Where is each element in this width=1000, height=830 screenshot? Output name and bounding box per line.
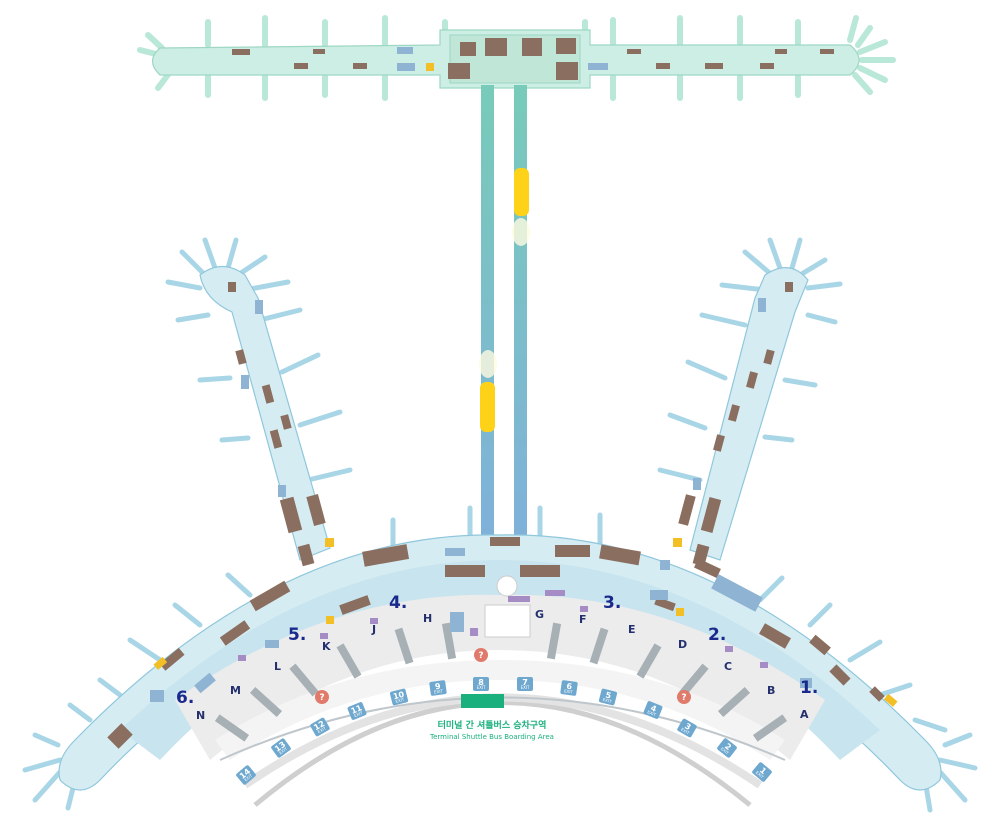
shuttle-train-tracks: [479, 85, 530, 535]
concourse-building: [137, 15, 896, 101]
svg-text:EXIT: EXIT: [477, 685, 486, 690]
svg-text:EXIT: EXIT: [647, 709, 658, 717]
svg-text:8: 8: [478, 678, 484, 687]
svg-text:EXIT: EXIT: [680, 727, 691, 736]
svg-text:?: ?: [478, 651, 483, 661]
svg-text:EXIT: EXIT: [755, 770, 765, 780]
svg-text:EXIT: EXIT: [395, 697, 405, 704]
svg-text:EXIT: EXIT: [564, 688, 574, 694]
main-terminal-building: [22, 237, 978, 813]
shuttle-train: [480, 382, 495, 432]
counter-label: F: [579, 613, 587, 626]
svg-text:EXIT: EXIT: [720, 746, 731, 756]
zone-3-label: 3.: [603, 593, 621, 613]
svg-text:4: 4: [649, 703, 658, 714]
svg-text:10: 10: [392, 690, 405, 702]
svg-text:EXIT: EXIT: [521, 685, 530, 690]
zone-labels: 1. 2. 3. 4. 5. 6.: [176, 593, 818, 708]
counter-label: L: [274, 660, 281, 673]
svg-text:2: 2: [723, 742, 733, 753]
svg-text:EXIT: EXIT: [317, 725, 328, 734]
shuttle-boarding-zone: [461, 694, 504, 708]
counter-label: H: [423, 612, 432, 625]
svg-text:?: ?: [681, 693, 686, 703]
counter-label: M: [230, 684, 241, 697]
svg-text:EXIT: EXIT: [278, 746, 289, 756]
zone-1-label: 1.: [800, 678, 818, 698]
svg-text:EXIT: EXIT: [602, 697, 612, 704]
svg-text:11: 11: [350, 703, 364, 716]
zone-5-label: 5.: [288, 625, 306, 645]
counter-label: A: [800, 708, 809, 721]
svg-text:9: 9: [434, 682, 441, 692]
shuttle-train: [514, 168, 529, 216]
counter-label: B: [767, 684, 775, 697]
svg-text:6: 6: [566, 682, 573, 692]
svg-text:EXIT: EXIT: [243, 773, 253, 783]
svg-text:EXIT: EXIT: [353, 710, 364, 718]
info-icon[interactable]: ?: [315, 690, 329, 704]
counter-labels: A B C D E F G H J K L M N: [196, 608, 809, 722]
svg-text:1: 1: [758, 766, 768, 777]
svg-text:?: ?: [319, 693, 324, 703]
info-icon[interactable]: ?: [474, 648, 488, 662]
info-icon[interactable]: ?: [677, 690, 691, 704]
counter-label: K: [322, 640, 331, 653]
counter-label: N: [196, 709, 205, 722]
zone-4-label: 4.: [389, 593, 407, 613]
shuttle-label-ko: 터미널 간 셔틀버스 승차구역: [438, 719, 547, 731]
counter-label: E: [628, 623, 636, 636]
check-in-islands: [214, 622, 788, 742]
svg-text:EXIT: EXIT: [434, 688, 444, 694]
svg-text:7: 7: [522, 678, 528, 687]
zone-6-label: 6.: [176, 688, 194, 708]
counter-label: G: [535, 608, 544, 621]
counter-label: J: [371, 623, 376, 636]
svg-text:5: 5: [605, 691, 613, 701]
zone-2-label: 2.: [708, 625, 726, 645]
counter-label: C: [724, 660, 732, 673]
svg-text:3: 3: [683, 721, 692, 732]
shuttle-label-en: Terminal Shuttle Bus Boarding Area: [429, 733, 554, 741]
check-in-hall: [175, 594, 825, 760]
counter-label: D: [678, 638, 687, 651]
